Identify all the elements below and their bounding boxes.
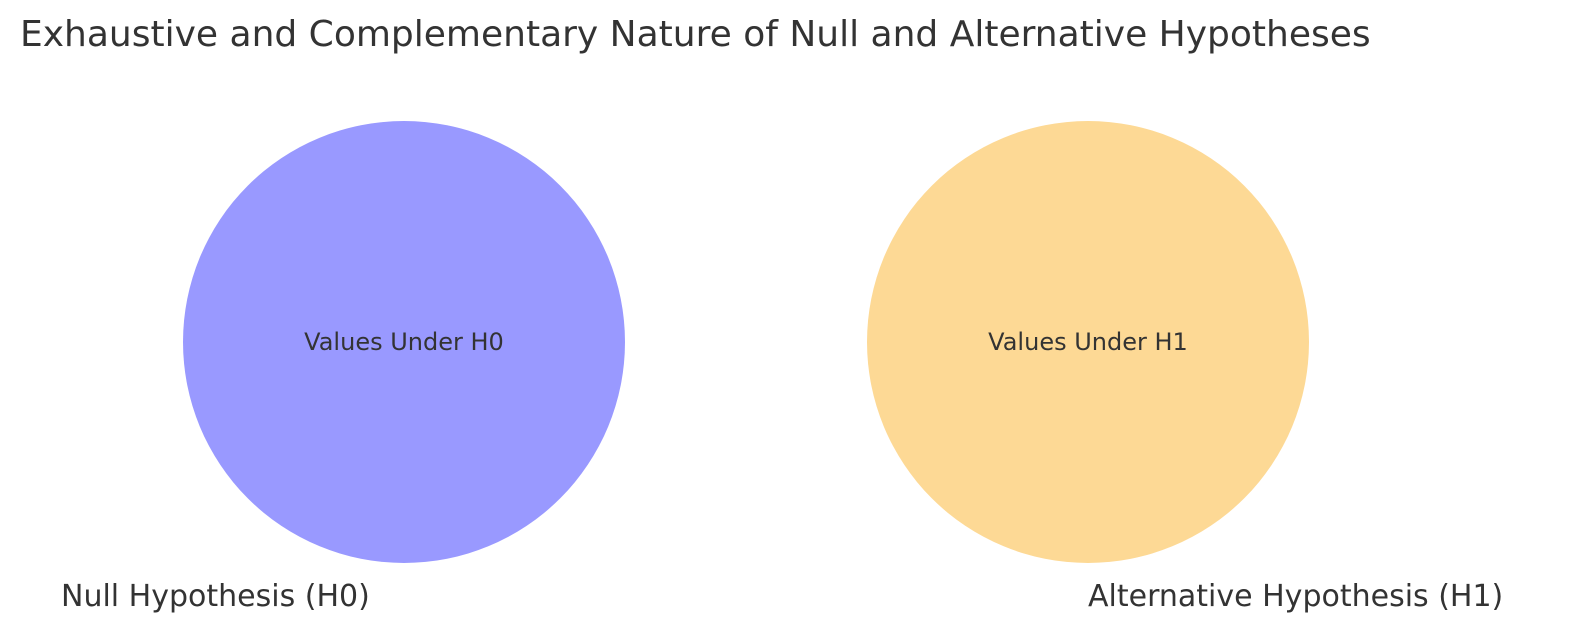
alternative-hypothesis-circle-text: Values Under H1 <box>988 328 1188 356</box>
alternative-hypothesis-circle: Values Under H1 <box>867 121 1309 563</box>
null-hypothesis-circle-text: Values Under H0 <box>304 328 504 356</box>
null-hypothesis-label: Null Hypothesis (H0) <box>61 579 370 614</box>
null-hypothesis-circle: Values Under H0 <box>183 121 625 563</box>
diagram-title: Exhaustive and Complementary Nature of N… <box>20 14 1371 55</box>
alternative-hypothesis-label: Alternative Hypothesis (H1) <box>1088 579 1504 614</box>
